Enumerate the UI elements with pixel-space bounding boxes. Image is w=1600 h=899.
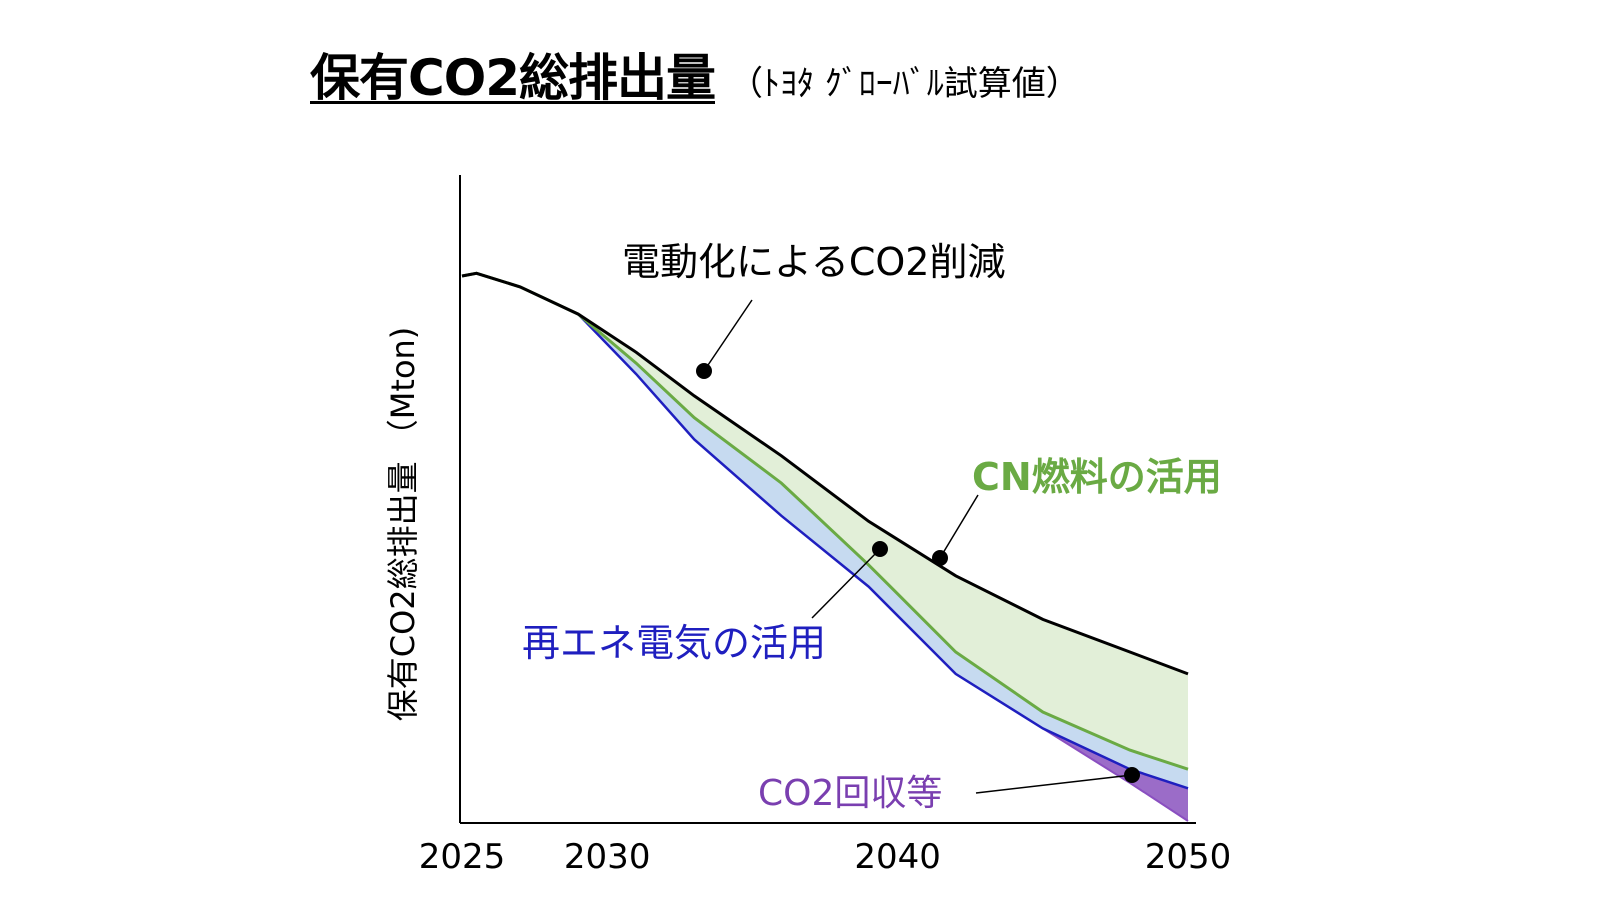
annotation-dot	[872, 541, 888, 557]
x-tick-label: 2030	[564, 837, 651, 877]
annotation-dot	[1124, 767, 1140, 783]
leader-line	[975, 774, 1133, 794]
leader-line	[703, 299, 753, 372]
annotation-electrification: 電動化によるCO2削減	[622, 240, 1005, 284]
x-tick-label: 2040	[854, 837, 941, 877]
annotation-capture: CO2回収等	[758, 773, 942, 814]
annotation-dot	[932, 550, 948, 566]
annotation-renewable: 再エネ電気の活用	[522, 621, 826, 665]
y-axis-label: 保有CO2総排出量 （Mton)	[384, 327, 422, 722]
x-tick-label: 2050	[1145, 837, 1232, 877]
renewable-area	[462, 273, 1188, 789]
leader-line	[939, 494, 979, 559]
annotation-dot	[696, 363, 712, 379]
x-tick-label: 2025	[419, 837, 506, 877]
cn-fuel-area	[462, 273, 1188, 770]
chart-title-sub: （ﾄﾖﾀ ｸﾞﾛｰﾊﾞﾙ試算値）	[729, 64, 1080, 104]
chart-title: 保有CO2総排出量 （ﾄﾖﾀ ｸﾞﾛｰﾊﾞﾙ試算値）	[310, 38, 1080, 110]
chart-title-main: 保有CO2総排出量	[310, 49, 716, 107]
annotation-cn-fuel: CN燃料の活用	[972, 455, 1222, 499]
electrification-line	[461, 271, 1189, 676]
capture-line	[1042, 727, 1189, 822]
leader-line	[811, 548, 881, 619]
